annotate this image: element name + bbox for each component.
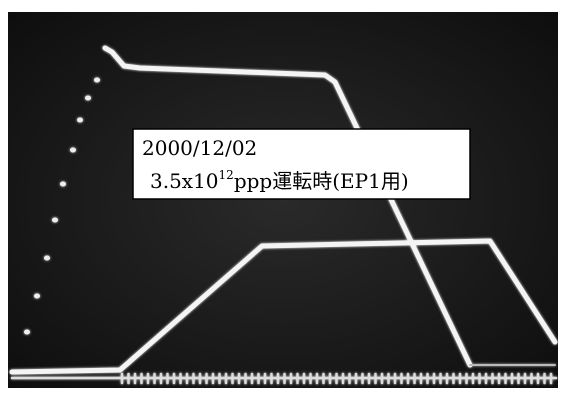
- annotation-exponent: 12: [219, 168, 234, 182]
- annotation-box: 2000/12/02 3.5x1012ppp運転時(EP1用): [133, 129, 470, 199]
- annotation-date: 2000/12/02: [142, 136, 257, 160]
- screen: [8, 12, 558, 388]
- annotation-line2: 3.5x1012ppp運転時(EP1用): [150, 168, 409, 193]
- oscilloscope-photo: 2000/12/02 3.5x1012ppp運転時(EP1用): [0, 0, 562, 394]
- annotation-suffix: ppp運転時(EP1用): [234, 169, 409, 193]
- page: {"annotation": {"date": "2000/12/02", "l…: [0, 0, 562, 394]
- annotation-prefix: 3.5x10: [150, 169, 219, 193]
